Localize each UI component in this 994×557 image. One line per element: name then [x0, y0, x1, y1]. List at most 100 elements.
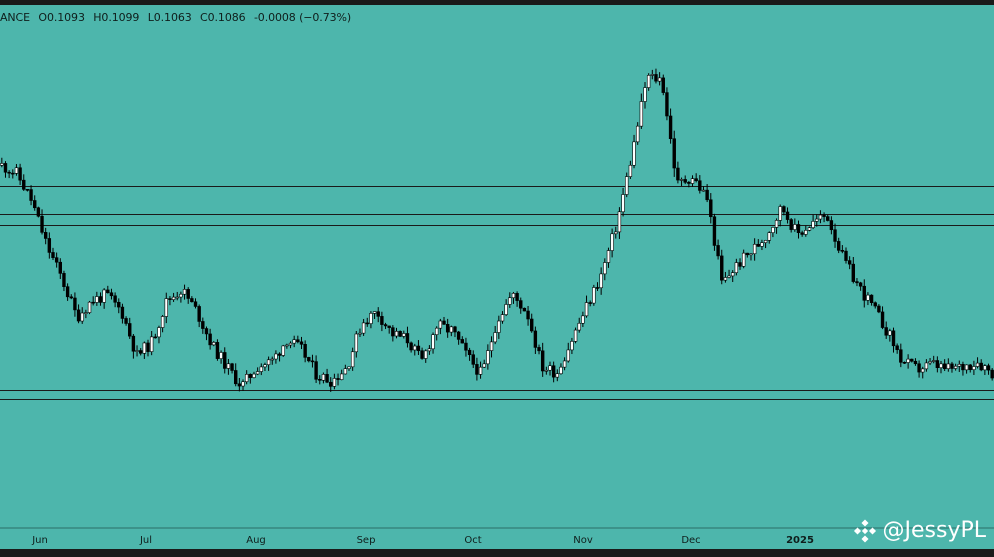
- candle-body: [314, 361, 318, 380]
- candle-body: [815, 218, 819, 222]
- candle-body: [683, 179, 687, 183]
- candle-body: [445, 323, 450, 333]
- candle-body: [906, 358, 910, 363]
- candle-body: [354, 333, 359, 353]
- candle-body: [625, 176, 629, 195]
- candle-body: [54, 257, 59, 263]
- candle-body: [921, 368, 925, 373]
- candle-body: [628, 164, 633, 177]
- candle-body: [676, 167, 680, 181]
- candle-body: [3, 163, 8, 173]
- candle-body: [65, 286, 70, 298]
- candle-body: [891, 330, 896, 347]
- candle-body: [661, 77, 665, 93]
- candle-body: [822, 214, 826, 217]
- candle-body: [526, 310, 530, 320]
- candle-body: [380, 316, 384, 325]
- candle-body: [614, 231, 618, 235]
- candle-body: [884, 327, 888, 336]
- candle-body: [888, 330, 892, 336]
- candle-body: [694, 178, 698, 182]
- candle-body: [339, 373, 344, 380]
- candle-body: [223, 352, 227, 369]
- candle-body: [968, 364, 972, 370]
- candle-body: [979, 362, 983, 371]
- ohlc-legend: ANCE O0.1093 H0.1099 L0.1063 C0.1086 -0.…: [0, 11, 356, 24]
- candle-body: [230, 363, 234, 371]
- candle-body: [102, 289, 106, 303]
- candle-body: [731, 272, 735, 277]
- candle-body: [566, 349, 570, 362]
- candle-body: [482, 363, 486, 368]
- candle-body: [190, 298, 194, 303]
- candle-body: [51, 252, 55, 258]
- candle-body: [310, 360, 315, 363]
- candle-body: [460, 339, 464, 344]
- candle-body: [709, 199, 713, 218]
- candle-body: [533, 330, 538, 348]
- candle-body: [519, 300, 523, 309]
- high-value: H0.1099: [93, 11, 140, 24]
- candle-body: [467, 349, 472, 356]
- candle-body: [73, 297, 77, 311]
- candle-body: [361, 322, 366, 334]
- candle-body: [910, 358, 914, 362]
- candle-body: [398, 331, 402, 337]
- candle-body: [990, 369, 994, 379]
- candle-body: [588, 302, 592, 304]
- candle-body: [113, 295, 117, 303]
- candle-body: [818, 214, 823, 220]
- candle-body: [635, 125, 640, 143]
- candle-body: [303, 344, 307, 358]
- candle-body: [873, 302, 877, 307]
- candle-body: [646, 75, 651, 88]
- candle-body: [939, 363, 943, 368]
- x-tick-label: Oct: [464, 535, 481, 546]
- candle-body: [277, 353, 282, 356]
- candle-body: [7, 171, 11, 174]
- bottom-frame: [0, 549, 994, 557]
- candle-body: [712, 216, 717, 246]
- candle-body: [131, 335, 136, 352]
- candle-body: [182, 289, 187, 295]
- candle-body: [259, 366, 263, 372]
- candle-body: [836, 241, 841, 251]
- candle-body: [164, 298, 168, 317]
- candle-body: [124, 318, 128, 324]
- candle-body: [358, 332, 362, 335]
- candle-body: [486, 350, 490, 365]
- watermark-text: @JessyPL: [882, 518, 987, 543]
- candle-body: [701, 189, 706, 192]
- candle-body: [866, 294, 870, 301]
- candle-body: [829, 220, 834, 231]
- x-tick-label: Nov: [573, 535, 593, 546]
- candle-body: [80, 312, 84, 322]
- candle-body: [606, 250, 611, 263]
- candle-body: [716, 245, 720, 257]
- candle-body: [179, 293, 183, 298]
- candle-body: [270, 358, 274, 361]
- candle-body: [84, 312, 88, 314]
- candle-body: [774, 220, 779, 228]
- top-frame: [0, 0, 994, 5]
- candle-body: [109, 292, 114, 297]
- candle-body: [559, 366, 563, 375]
- candle-body: [975, 362, 980, 367]
- candle-body: [456, 331, 461, 340]
- watermark: @JessyPL: [853, 518, 987, 543]
- candle-body: [171, 296, 176, 300]
- candle-body: [25, 189, 30, 191]
- candle-body: [796, 224, 801, 234]
- candle-body: [847, 260, 852, 265]
- candle-body: [435, 327, 439, 335]
- candle-body: [643, 87, 647, 102]
- candle-body: [266, 359, 271, 366]
- candle-body: [241, 381, 245, 387]
- candle-body: [87, 301, 92, 313]
- candle-body: [128, 323, 132, 337]
- candle-body: [986, 365, 991, 371]
- candle-body: [325, 374, 329, 383]
- candle-body: [62, 273, 66, 287]
- candle-body: [785, 211, 790, 220]
